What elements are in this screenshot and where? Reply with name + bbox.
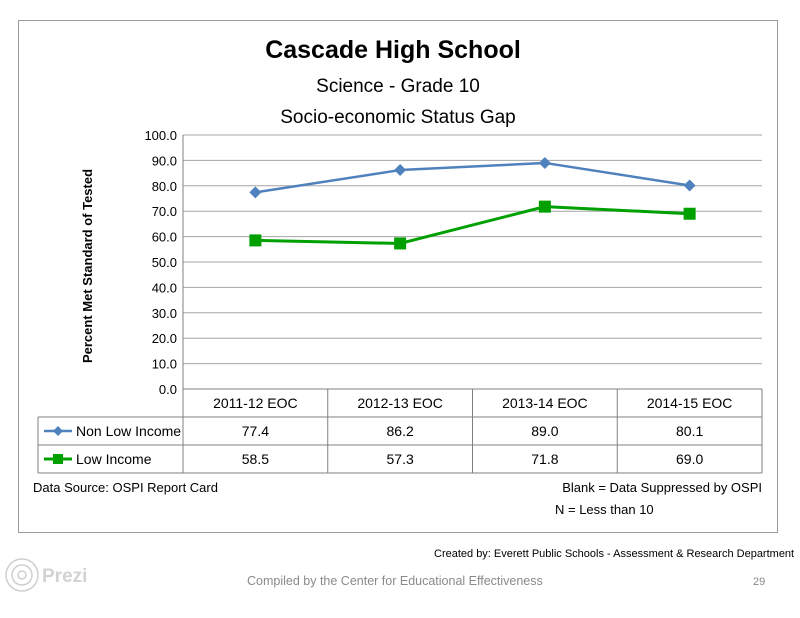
x-category-label: 2014-15 EOC xyxy=(647,395,733,411)
data-source: Data Source: OSPI Report Card xyxy=(33,480,218,495)
data-table-cell: 69.0 xyxy=(676,451,703,467)
grid-layer xyxy=(183,134,762,365)
prezi-logo-text: Prezi xyxy=(42,566,87,587)
data-point xyxy=(683,179,696,192)
y-tick-label: 10.0 xyxy=(152,357,177,372)
y-tick-label: 80.0 xyxy=(152,179,177,194)
data-table-cell: 71.8 xyxy=(531,451,558,467)
chart-title: Cascade High School xyxy=(265,36,521,64)
prezi-logo: Prezi xyxy=(5,558,87,592)
chart-subtitle-line-1: Science - Grade 10 xyxy=(316,76,480,97)
page-number: 29 xyxy=(753,576,766,588)
legend-key-marker xyxy=(53,426,63,436)
axis-layer: 0.0 10.0 20.0 30.0 40.0 50.0 60.0 70.0 80.0 90.0 1… xyxy=(144,128,762,397)
chart-frame xyxy=(18,20,778,533)
x-category-label: 2012-13 EOC xyxy=(357,395,443,411)
data-point xyxy=(538,156,551,169)
data-point xyxy=(249,186,262,199)
y-tick-label: 60.0 xyxy=(152,230,177,245)
data-table: 2011-12 EOC 2012-13 EOC 2013-14 EOC 2014-15… xyxy=(37,389,763,474)
y-tick-label: 30.0 xyxy=(152,306,177,321)
data-table-cell: 77.4 xyxy=(242,423,269,439)
y-axis-label: Percent Met Standard of Tested xyxy=(80,169,95,363)
suppressed-note: Blank = Data Suppressed by OSPI xyxy=(562,480,762,495)
data-table-cell: 86.2 xyxy=(387,423,414,439)
y-tick-label: 40.0 xyxy=(152,280,177,295)
y-tick-label: 70.0 xyxy=(152,204,177,219)
data-table-cell: 80.1 xyxy=(676,423,703,439)
chart-subtitle-line-2: Socio-economic Status Gap xyxy=(280,107,516,128)
legend-series-name: Low Income xyxy=(76,451,152,467)
y-tick-label: 0.0 xyxy=(159,382,177,397)
data-point xyxy=(394,164,407,177)
series-line-1 xyxy=(255,161,690,194)
data-point xyxy=(683,207,696,220)
data-table-cell: 58.5 xyxy=(242,451,269,467)
data-point xyxy=(249,234,262,247)
data-table-cell: 89.0 xyxy=(531,423,558,439)
chart-svg: Cascade High School Science - Grade 10 S… xyxy=(33,36,763,517)
y-tick-label: 50.0 xyxy=(152,255,177,270)
x-category-label: 2013-14 EOC xyxy=(502,395,588,411)
series-line-2 xyxy=(255,205,690,245)
y-tick-label: 90.0 xyxy=(152,153,177,168)
n-note: N = Less than 10 xyxy=(555,502,654,517)
data-point xyxy=(394,237,407,250)
legend-key-marker xyxy=(53,454,63,464)
y-tick-label: 20.0 xyxy=(152,331,177,346)
created-by-credit: Created by: Everett Public Schools - Ass… xyxy=(434,548,795,560)
y-tick-label: 100.0 xyxy=(144,128,177,143)
compiled-by-credit: Compiled by the Center for Educational E… xyxy=(247,574,543,588)
series-layer xyxy=(249,156,696,250)
data-table-cell: 57.3 xyxy=(387,451,414,467)
x-category-label: 2011-12 EOC xyxy=(213,395,298,411)
data-point xyxy=(538,200,551,213)
legend-series-name: Non Low Income xyxy=(76,423,181,439)
